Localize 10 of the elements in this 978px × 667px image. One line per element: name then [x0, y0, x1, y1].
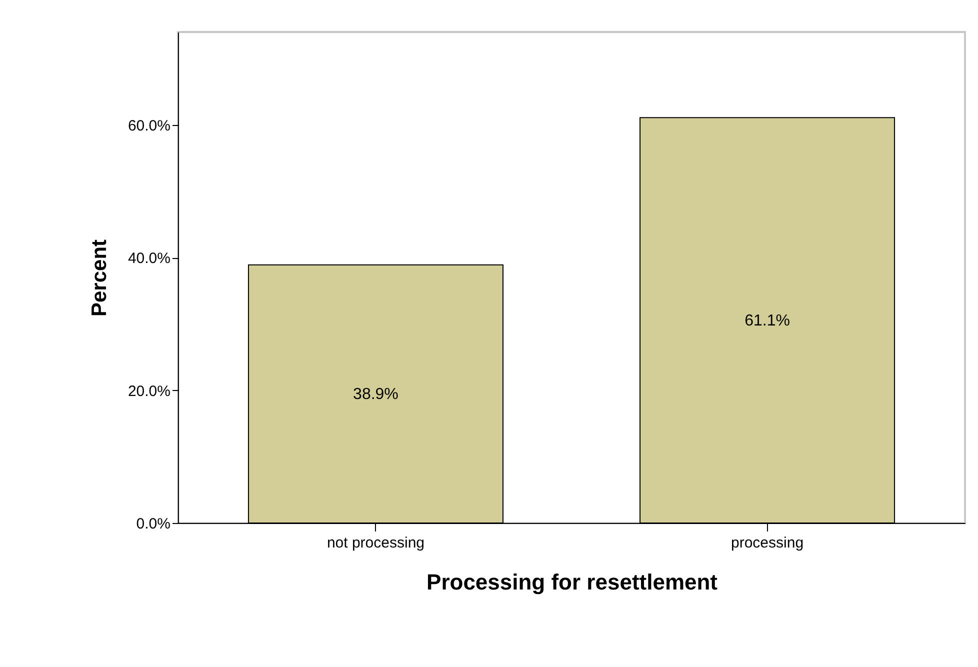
x-tick-label: not processing — [326, 534, 425, 552]
y-tick-label: 20.0% — [128, 382, 170, 400]
data-label: 61.1% — [744, 312, 790, 330]
y-tick-label: 0.0% — [136, 516, 170, 532]
x-tick-label: processing — [731, 534, 804, 552]
y-axis-title: Percent — [88, 239, 111, 317]
x-axis-title: Processing for resettlement — [426, 570, 718, 594]
y-tick-label: 60.0% — [128, 117, 170, 134]
data-label: 38.9% — [353, 386, 398, 403]
y-tick-label: 40.0% — [128, 250, 170, 268]
